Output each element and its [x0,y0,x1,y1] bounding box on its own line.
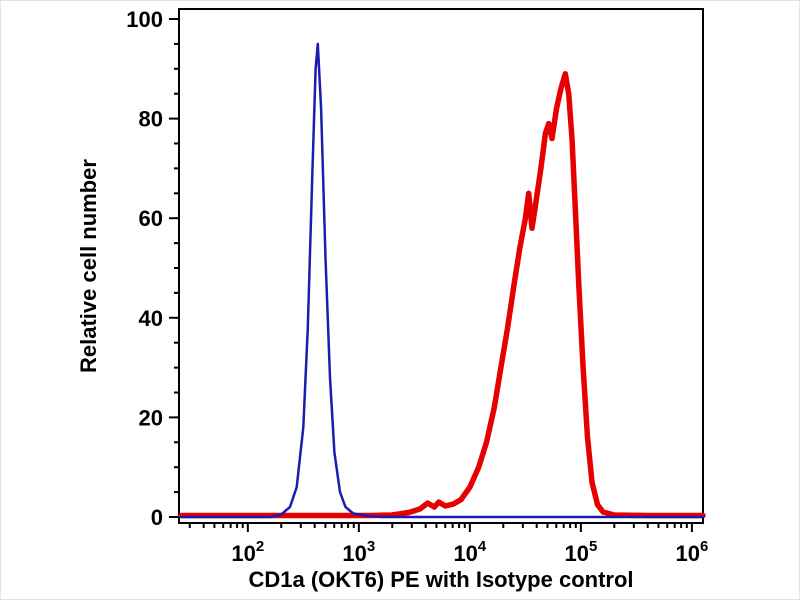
isotype-control-curve [179,42,705,519]
x-axis-label: CD1a (OKT6) PE with Isotype control [248,567,634,592]
x-tick-label: 103 [342,538,375,566]
x-tick-label: 106 [675,538,708,566]
x-tick-label: 102 [231,538,264,566]
y-tick-label: 0 [151,505,163,530]
y-tick-label: 100 [126,7,163,32]
cd1a-pe-curve [178,71,706,519]
y-tick-label: 40 [139,306,163,331]
y-axis-label: Relative cell number [76,159,101,373]
y-tick-label: 60 [139,206,163,231]
x-tick-label: 104 [453,538,486,566]
plot-frame [178,8,704,524]
y-tick-label: 20 [139,405,163,430]
y-tick-label: 80 [139,107,163,132]
x-tick-label: 105 [564,538,597,566]
